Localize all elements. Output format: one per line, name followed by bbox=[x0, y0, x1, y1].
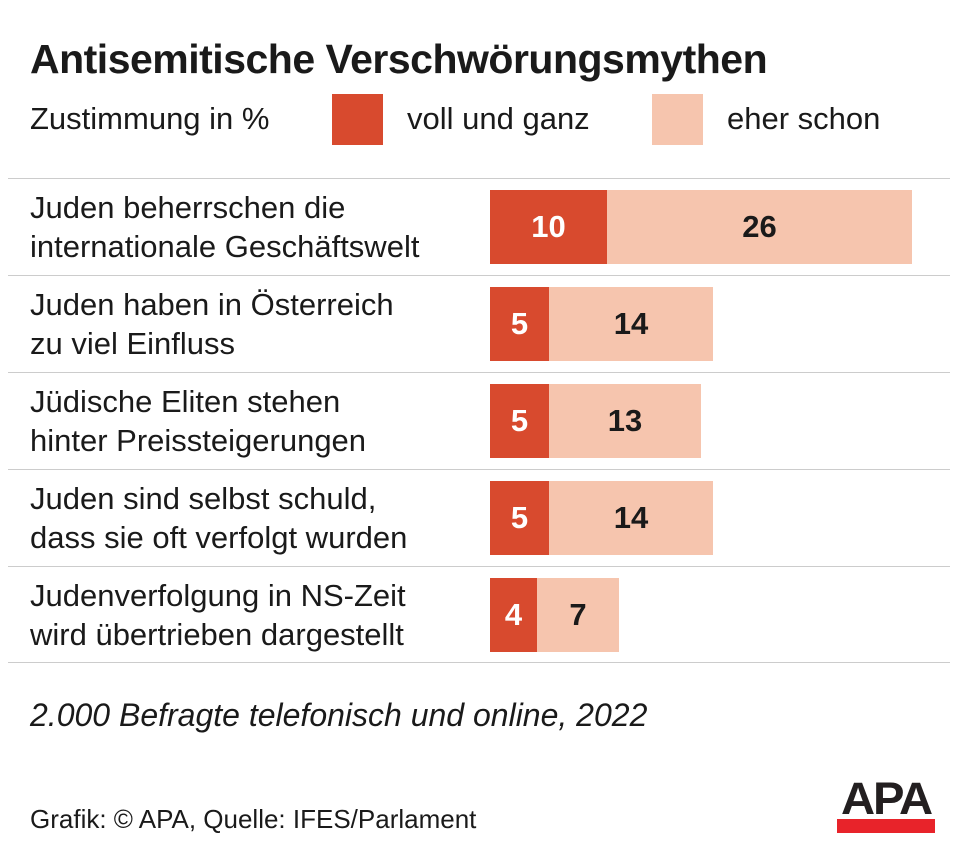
chart-row: Jüdische Eliten stehen hinter Preissteig… bbox=[8, 372, 950, 469]
bar-segment-eher: 26 bbox=[607, 190, 912, 264]
category-label: Juden beherrschen die internationale Ges… bbox=[30, 190, 420, 264]
apa-logo-text: APA bbox=[841, 773, 933, 824]
bar-segment-eher: 14 bbox=[549, 481, 713, 555]
chart-row: Judenverfolgung in NS-Zeit wird übertrie… bbox=[8, 566, 950, 663]
bar-segment-voll: 4 bbox=[490, 577, 537, 652]
legend-item-voll-und-ganz: voll und ganz bbox=[407, 101, 590, 136]
stacked-bar: 5 14 bbox=[490, 481, 950, 555]
chart-row: Juden haben in Österreich zu viel Einflu… bbox=[8, 275, 950, 372]
apa-logo: APA bbox=[837, 773, 935, 833]
legend-swatch-voll-und-ganz bbox=[332, 93, 383, 145]
bar-chart: Juden beherrschen die internationale Ges… bbox=[8, 178, 950, 663]
legend: Zustimmung in % voll und ganz eher schon bbox=[30, 92, 950, 146]
page-title: Antisemitische Verschwörungsmythen bbox=[30, 36, 768, 82]
category-label: Jüdische Eliten stehen hinter Preissteig… bbox=[30, 384, 367, 458]
bar-segment-voll: 5 bbox=[490, 287, 549, 361]
apa-logo-red-bar bbox=[837, 819, 935, 833]
bar-segment-eher: 13 bbox=[549, 384, 701, 458]
category-label: Juden haben in Österreich zu viel Einflu… bbox=[30, 287, 394, 361]
bar-segment-voll: 5 bbox=[490, 481, 549, 555]
legend-swatch-eher-schon bbox=[652, 93, 703, 145]
bar-segment-voll: 10 bbox=[490, 190, 607, 264]
stacked-bar: 5 14 bbox=[490, 287, 950, 361]
stacked-bar: 4 7 bbox=[490, 577, 950, 652]
source-credit: Grafik: © APA, Quelle: IFES/Parlament bbox=[30, 804, 477, 834]
category-label: Judenverfolgung in NS-Zeit wird übertrie… bbox=[30, 577, 406, 652]
bar-segment-eher: 14 bbox=[549, 287, 713, 361]
legend-unit-label: Zustimmung in % bbox=[30, 101, 270, 136]
chart-row: Juden sind selbst schuld, dass sie oft v… bbox=[8, 469, 950, 566]
legend-item-eher-schon: eher schon bbox=[727, 101, 881, 136]
footnote: 2.000 Befragte telefonisch und online, 2… bbox=[30, 697, 648, 733]
chart-row: Juden beherrschen die internationale Ges… bbox=[8, 178, 950, 275]
category-label: Juden sind selbst schuld, dass sie oft v… bbox=[30, 481, 408, 555]
stacked-bar: 10 26 bbox=[490, 190, 950, 264]
stacked-bar: 5 13 bbox=[490, 384, 950, 458]
bar-segment-voll: 5 bbox=[490, 384, 549, 458]
bar-segment-eher: 7 bbox=[537, 577, 619, 652]
